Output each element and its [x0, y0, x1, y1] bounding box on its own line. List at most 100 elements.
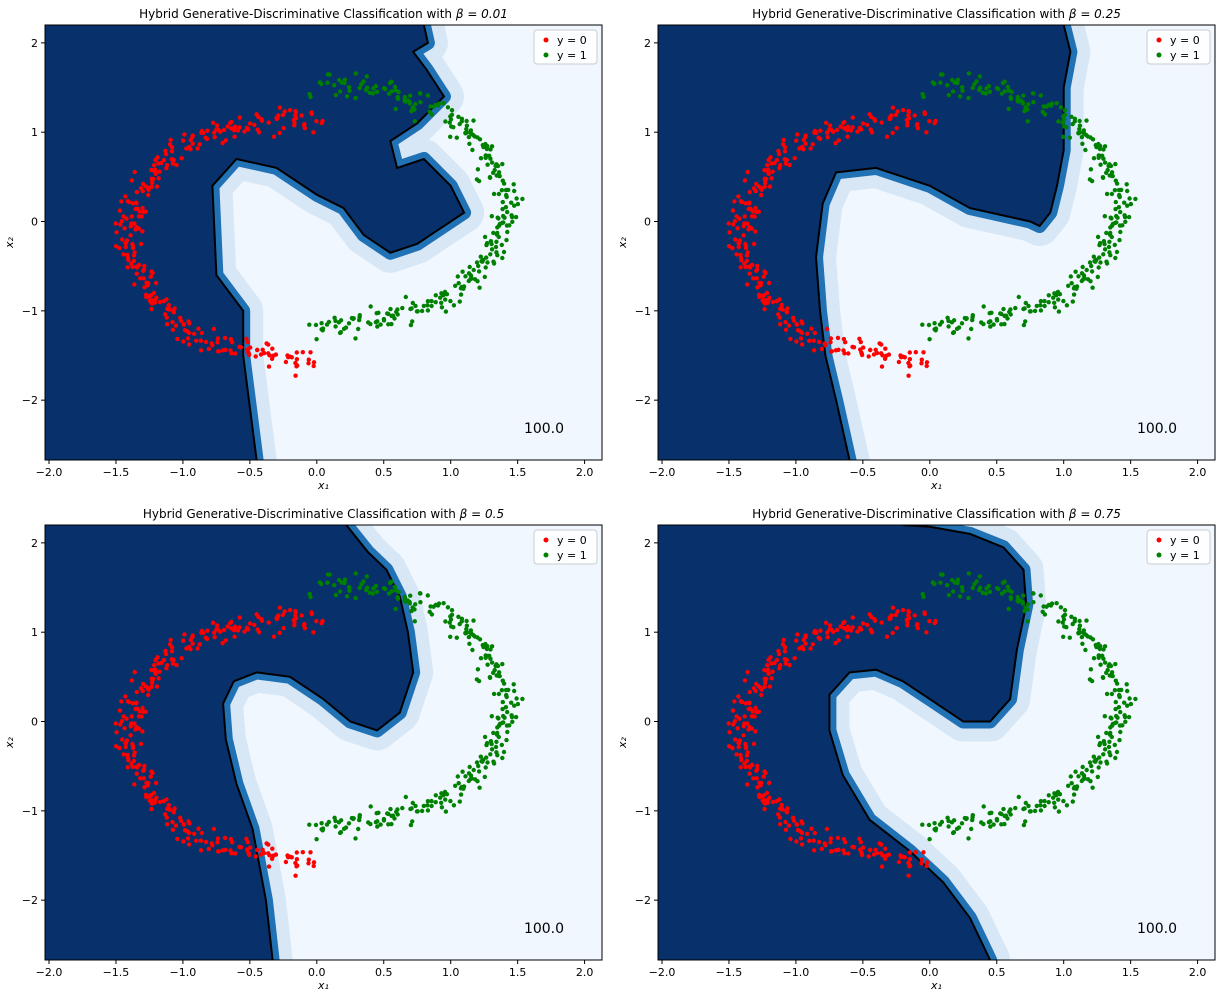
point-class-1: [1091, 156, 1097, 161]
point-class-1: [1069, 614, 1074, 619]
point-class-1: [476, 763, 481, 769]
point-class-0: [919, 861, 924, 866]
point-class-1: [949, 320, 955, 325]
x-tick-label: 0.0: [921, 966, 939, 979]
point-class-1: [1021, 806, 1026, 812]
point-class-0: [906, 373, 911, 378]
point-class-0: [754, 276, 759, 281]
point-class-1: [1071, 292, 1077, 297]
point-class-1: [1106, 244, 1112, 250]
point-class-1: [464, 126, 469, 132]
point-class-1: [1061, 298, 1066, 304]
point-class-0: [169, 145, 175, 150]
point-class-1: [466, 271, 472, 276]
point-class-1: [346, 85, 352, 90]
point-class-0: [912, 113, 917, 118]
point-class-1: [1000, 80, 1006, 86]
point-class-1: [499, 220, 505, 226]
point-class-0: [188, 137, 193, 143]
point-class-1: [319, 821, 324, 826]
point-class-0: [742, 261, 747, 266]
point-class-0: [246, 852, 252, 858]
point-class-1: [466, 134, 472, 140]
point-class-0: [745, 282, 750, 287]
point-class-1: [1072, 285, 1078, 291]
point-class-0: [810, 642, 815, 647]
point-class-0: [294, 850, 299, 855]
point-class-0: [783, 319, 788, 325]
point-class-1: [1107, 239, 1112, 244]
point-class-1: [313, 322, 319, 328]
point-class-0: [306, 857, 311, 862]
point-class-0: [859, 127, 864, 132]
point-class-1: [412, 107, 417, 112]
point-class-1: [408, 822, 414, 828]
point-class-1: [418, 600, 423, 605]
point-class-0: [181, 638, 186, 643]
point-class-1: [1080, 764, 1085, 770]
point-class-0: [178, 315, 183, 320]
point-class-1: [1091, 754, 1097, 759]
point-class-0: [146, 187, 151, 192]
point-class-0: [811, 348, 817, 353]
point-class-1: [496, 223, 502, 228]
point-class-0: [117, 208, 123, 213]
point-class-1: [499, 242, 504, 248]
point-class-0: [841, 836, 847, 842]
legend: y = 0y = 1: [1146, 29, 1211, 65]
point-class-1: [455, 274, 460, 279]
decision-region: [45, 25, 602, 460]
point-class-0: [807, 838, 812, 843]
point-class-0: [841, 120, 846, 126]
point-class-1: [488, 252, 493, 257]
point-class-0: [277, 130, 282, 136]
point-class-0: [134, 271, 139, 276]
point-class-0: [294, 357, 300, 362]
point-class-1: [470, 147, 475, 153]
point-class-0: [825, 635, 830, 640]
point-class-0: [850, 844, 855, 850]
point-class-0: [784, 157, 789, 163]
y-tick-label: −2: [635, 894, 651, 907]
point-class-0: [113, 244, 119, 249]
point-class-1: [489, 741, 494, 747]
point-class-0: [237, 344, 242, 350]
point-class-0: [132, 221, 137, 226]
point-class-0: [783, 827, 789, 832]
point-class-1: [974, 79, 979, 84]
point-class-0: [800, 321, 805, 326]
point-class-0: [807, 338, 812, 343]
point-class-0: [900, 107, 906, 113]
point-class-0: [907, 350, 912, 355]
point-class-1: [353, 836, 358, 841]
point-class-1: [514, 696, 519, 701]
point-class-0: [768, 655, 773, 660]
point-class-0: [181, 339, 186, 344]
point-class-1: [949, 577, 955, 583]
point-class-0: [784, 810, 790, 815]
point-class-0: [314, 619, 319, 624]
point-class-0: [320, 618, 325, 624]
point-class-1: [1026, 602, 1031, 607]
point-class-1: [487, 153, 492, 158]
legend-label: y = 1: [1170, 549, 1200, 562]
point-class-1: [451, 303, 457, 308]
point-class-1: [496, 734, 501, 740]
point-class-1: [966, 836, 971, 841]
point-class-0: [145, 783, 150, 788]
point-class-0: [899, 355, 904, 360]
point-class-1: [999, 311, 1004, 317]
point-class-0: [119, 219, 125, 224]
point-class-1: [1079, 634, 1085, 640]
point-class-0: [778, 322, 783, 327]
y-tick-label: 1: [644, 126, 651, 139]
point-class-1: [448, 134, 453, 139]
point-class-0: [749, 726, 754, 731]
point-class-0: [261, 850, 267, 856]
point-class-1: [496, 723, 502, 728]
point-class-1: [474, 177, 480, 182]
point-class-1: [412, 607, 417, 612]
point-class-0: [199, 630, 204, 635]
point-class-0: [136, 262, 142, 268]
point-class-1: [494, 250, 499, 255]
